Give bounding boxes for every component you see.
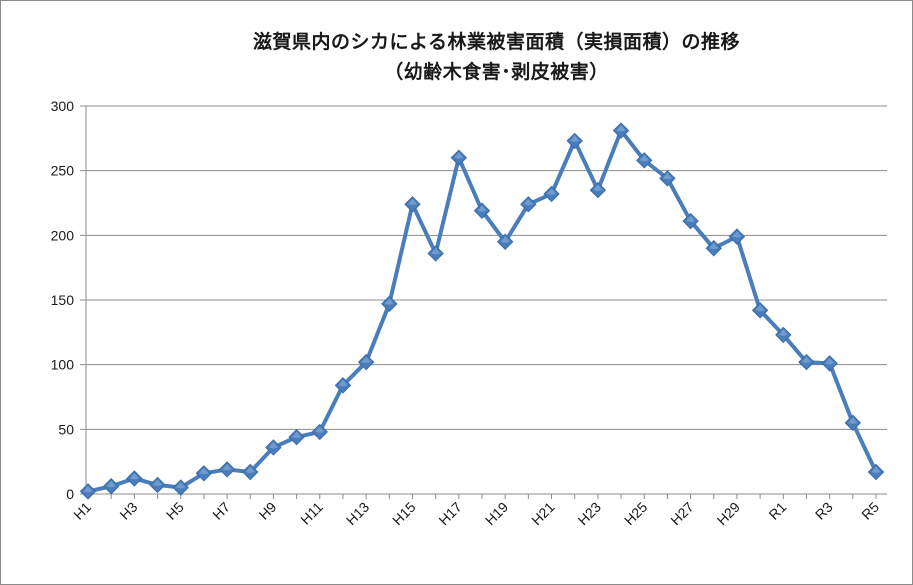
data-point-highlight	[732, 231, 742, 238]
x-tick-label: H15	[389, 499, 419, 529]
x-tick-label: H5	[163, 499, 187, 523]
y-tick-label: 100	[51, 357, 75, 373]
x-tick-label: H23	[575, 499, 605, 529]
data-point-highlight	[871, 466, 881, 474]
data-point-highlight	[361, 356, 371, 364]
chart-title: 滋賀県内のシカによる林業被害面積（実損面積）の推移	[253, 31, 740, 53]
x-tick-label: H29	[714, 499, 744, 529]
x-tick-label: H7	[209, 499, 233, 523]
x-tick-label: H17	[435, 499, 465, 529]
data-point-highlight	[523, 198, 533, 206]
x-tick-label: H27	[667, 499, 697, 529]
data-point-highlight	[268, 441, 278, 449]
y-tick-label: 200	[51, 227, 75, 243]
data-point-highlight	[176, 482, 186, 489]
data-point-highlight	[431, 247, 441, 255]
data-point-highlight	[315, 426, 325, 433]
data-point-highlight	[106, 480, 116, 488]
x-tick-label: R1	[765, 499, 789, 523]
data-point-highlight	[593, 184, 603, 192]
data-point-highlight	[662, 172, 672, 180]
data-point-highlight	[686, 215, 696, 223]
data-point-highlight	[639, 154, 649, 162]
y-tick-label: 300	[51, 98, 75, 114]
x-tick-label: H19	[482, 499, 512, 529]
data-point-highlight	[199, 467, 209, 475]
data-point-highlight	[547, 188, 557, 195]
data-point-highlight	[801, 356, 811, 364]
data-point-highlight	[454, 152, 464, 159]
y-tick-label: 250	[51, 163, 75, 179]
axes	[80, 105, 887, 499]
y-tick-label: 0	[66, 486, 74, 502]
x-tick-label: R3	[812, 499, 836, 523]
data-point-highlight	[245, 466, 255, 474]
y-axis-ticks: 0 50 100 150 200 250 300	[51, 98, 75, 502]
data-point-highlight	[83, 485, 93, 493]
x-axis-ticks: H1 H3 H5 H7 H9 H11 H13 H15 H17 H19 H21 H23 H25 H27 H29…	[70, 499, 882, 529]
data-point-highlight	[570, 135, 580, 142]
data-point-highlight	[500, 236, 510, 243]
data-point-highlight	[292, 431, 302, 439]
data-point-highlight	[384, 298, 394, 305]
data-point-highlight	[825, 357, 835, 365]
y-tick-label: 150	[51, 292, 75, 308]
data-point-highlight	[778, 329, 788, 336]
data-point-highlight	[338, 379, 348, 387]
x-tick-label: H9	[256, 499, 280, 523]
data-point-highlight	[477, 205, 487, 212]
data-point-highlight	[848, 417, 858, 424]
x-tick-label: H25	[621, 499, 651, 529]
data-point-highlight	[616, 125, 626, 132]
x-tick-label: H21	[528, 499, 558, 529]
chart-subtitle: （幼齢木食害･剥皮被害）	[384, 61, 609, 83]
x-tick-label: H3	[116, 499, 140, 523]
data-point-highlight	[153, 479, 163, 486]
data-point-highlight	[755, 304, 765, 312]
gridlines	[86, 105, 887, 430]
series-layer	[79, 122, 885, 500]
y-tick-label: 50	[58, 421, 74, 437]
data-point-highlight	[407, 198, 417, 206]
x-tick-label: R5	[858, 499, 882, 523]
data-point-highlight	[129, 472, 139, 480]
data-point-highlight	[709, 242, 719, 250]
x-tick-label: H1	[70, 499, 94, 523]
x-tick-label: H11	[297, 499, 326, 528]
x-tick-label: H13	[343, 499, 373, 529]
data-point-highlight	[222, 463, 232, 471]
